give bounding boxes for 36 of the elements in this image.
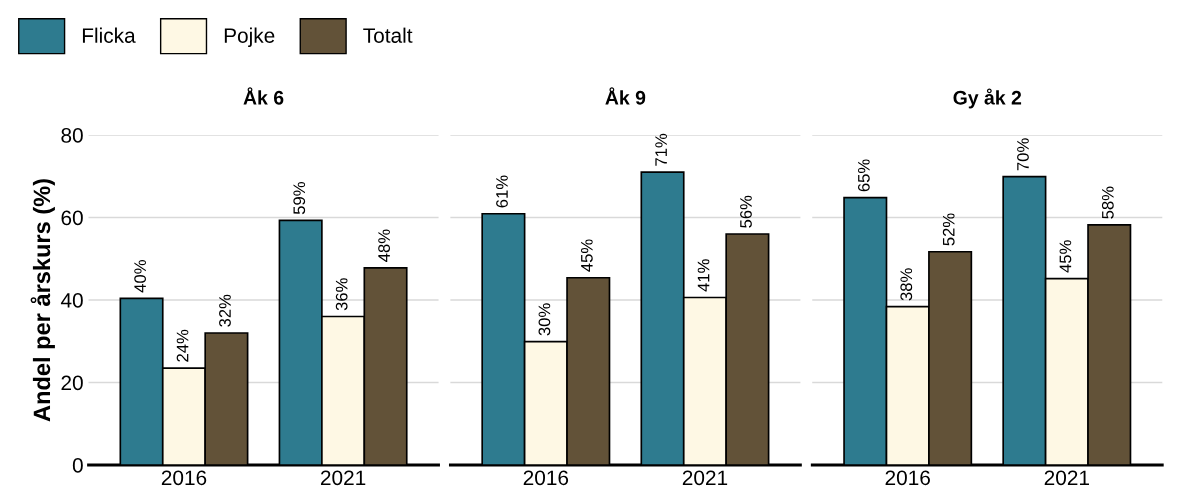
x-tick-label: 2021 <box>320 470 366 486</box>
y-tick-label: 60 <box>61 210 83 226</box>
x-tick-label: 2016 <box>885 470 930 486</box>
x-tick-label: 2021 <box>682 470 728 486</box>
data-label: 45% <box>581 239 593 272</box>
data-label: 59% <box>293 182 306 215</box>
data-label: 65% <box>857 159 870 192</box>
data-label: 45% <box>1059 240 1072 273</box>
data-label: 32% <box>219 294 231 327</box>
data-label: 38% <box>900 268 913 301</box>
data-label: 36% <box>335 278 348 311</box>
data-label: 40% <box>134 260 147 293</box>
data-label: 58% <box>1101 186 1114 219</box>
y-tick-label: 40 <box>60 293 83 308</box>
legend-label: Totalt <box>363 27 413 43</box>
legend-label: Flicka <box>82 27 136 43</box>
y-axis-title: Andel per årskurs (%) <box>30 179 55 422</box>
chart-title: Åk 6 <box>243 87 284 105</box>
x-tick-label: 2016 <box>523 470 569 486</box>
data-label: 56% <box>740 195 752 228</box>
data-label: 70% <box>1017 138 1029 171</box>
legend-label: Pojke <box>224 27 275 48</box>
chart-title: Gy åk 2 <box>953 88 1022 109</box>
data-label: 52% <box>942 213 955 246</box>
data-label: 30% <box>538 303 551 336</box>
chart-title: Åk 9 <box>605 87 646 105</box>
y-tick-label: 0 <box>72 458 83 473</box>
x-tick-label: 2016 <box>161 470 207 486</box>
y-tick-label: 80 <box>61 128 83 143</box>
data-label: 61% <box>496 175 508 208</box>
data-label: 71% <box>655 133 667 166</box>
data-label: 41% <box>697 259 710 292</box>
y-tick-label: 20 <box>61 375 83 391</box>
x-tick-label: 2021 <box>1044 470 1089 486</box>
data-label: 24% <box>176 329 189 362</box>
data-label: 48% <box>378 229 390 262</box>
